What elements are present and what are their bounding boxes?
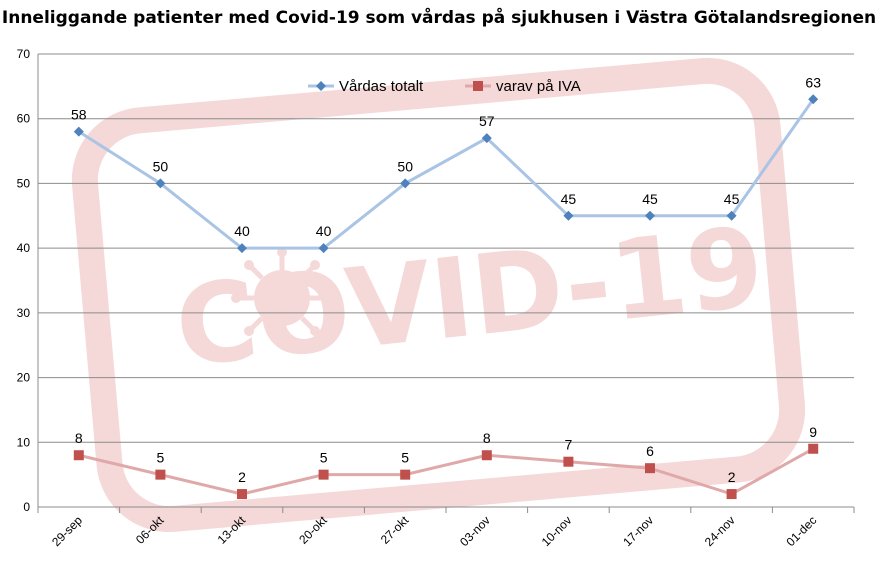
data-label: 2	[728, 469, 736, 485]
series-line-2	[78, 447, 814, 496]
data-label: 57	[479, 113, 495, 129]
data-label: 45	[642, 191, 658, 207]
y-tick-label: 20	[17, 371, 31, 385]
data-point	[481, 133, 492, 144]
y-tick-label: 70	[17, 47, 31, 61]
data-point	[73, 126, 84, 137]
data-point	[563, 210, 574, 221]
y-tick-label: 50	[17, 176, 31, 190]
data-point	[726, 489, 737, 500]
data-label: 5	[157, 450, 165, 466]
data-label: 45	[724, 191, 740, 207]
data-point	[400, 178, 411, 189]
y-tick-label: 0	[23, 500, 30, 514]
legend-label: Vårdas totalt	[339, 78, 424, 95]
y-tick-label: 60	[17, 112, 31, 126]
data-point	[155, 469, 166, 480]
x-tick-label: 10-nov	[539, 513, 575, 549]
data-label: 50	[153, 158, 169, 174]
y-tick-label: 30	[17, 306, 31, 320]
data-label: 8	[75, 430, 83, 446]
watermark-text: COVID-19	[170, 203, 770, 392]
data-point	[645, 210, 655, 221]
data-label: 9	[809, 424, 817, 440]
x-tick-label: 24-nov	[702, 513, 738, 549]
data-point	[237, 243, 247, 254]
data-label: 58	[71, 107, 87, 123]
data-point	[318, 469, 329, 480]
data-label: 5	[320, 450, 328, 466]
data-label: 50	[397, 158, 413, 174]
data-label: 8	[483, 430, 491, 446]
series-line-1	[77, 98, 815, 250]
x-tick-label: 03-nov	[457, 513, 493, 549]
data-label: 45	[561, 191, 577, 207]
data-point	[808, 443, 819, 454]
data-point	[155, 178, 166, 189]
covid-stamp-watermark: COVID-19	[71, 57, 806, 533]
legend-swatch-marker	[316, 81, 326, 91]
data-label: 5	[401, 450, 409, 466]
data-label: 6	[646, 443, 654, 459]
data-point	[318, 243, 329, 254]
x-tick-label: 17-nov	[620, 513, 656, 549]
data-point	[481, 450, 492, 461]
data-label: 7	[565, 437, 573, 453]
data-point	[808, 94, 819, 105]
data-label: 2	[238, 469, 246, 485]
y-tick-label: 10	[17, 435, 31, 449]
data-label: 40	[316, 223, 332, 239]
data-point	[237, 489, 247, 500]
legend-swatch-marker	[473, 81, 483, 91]
data-point	[400, 469, 411, 480]
data-point	[726, 210, 737, 221]
y-tick-label: 40	[17, 241, 31, 255]
chart-title: Inneliggande patienter med Covid-19 som …	[1, 8, 877, 28]
x-tick-label: 29-sep	[49, 513, 85, 549]
legend-label: varav på IVA	[496, 78, 581, 95]
virus-icon	[231, 247, 333, 349]
data-point	[563, 456, 574, 467]
data-label: 63	[805, 74, 821, 90]
data-point	[645, 463, 655, 474]
x-tick-label: 27-okt	[378, 513, 412, 547]
data-label: 40	[234, 223, 250, 239]
x-tick-label: 01-dec	[783, 513, 819, 549]
data-point	[73, 450, 84, 461]
